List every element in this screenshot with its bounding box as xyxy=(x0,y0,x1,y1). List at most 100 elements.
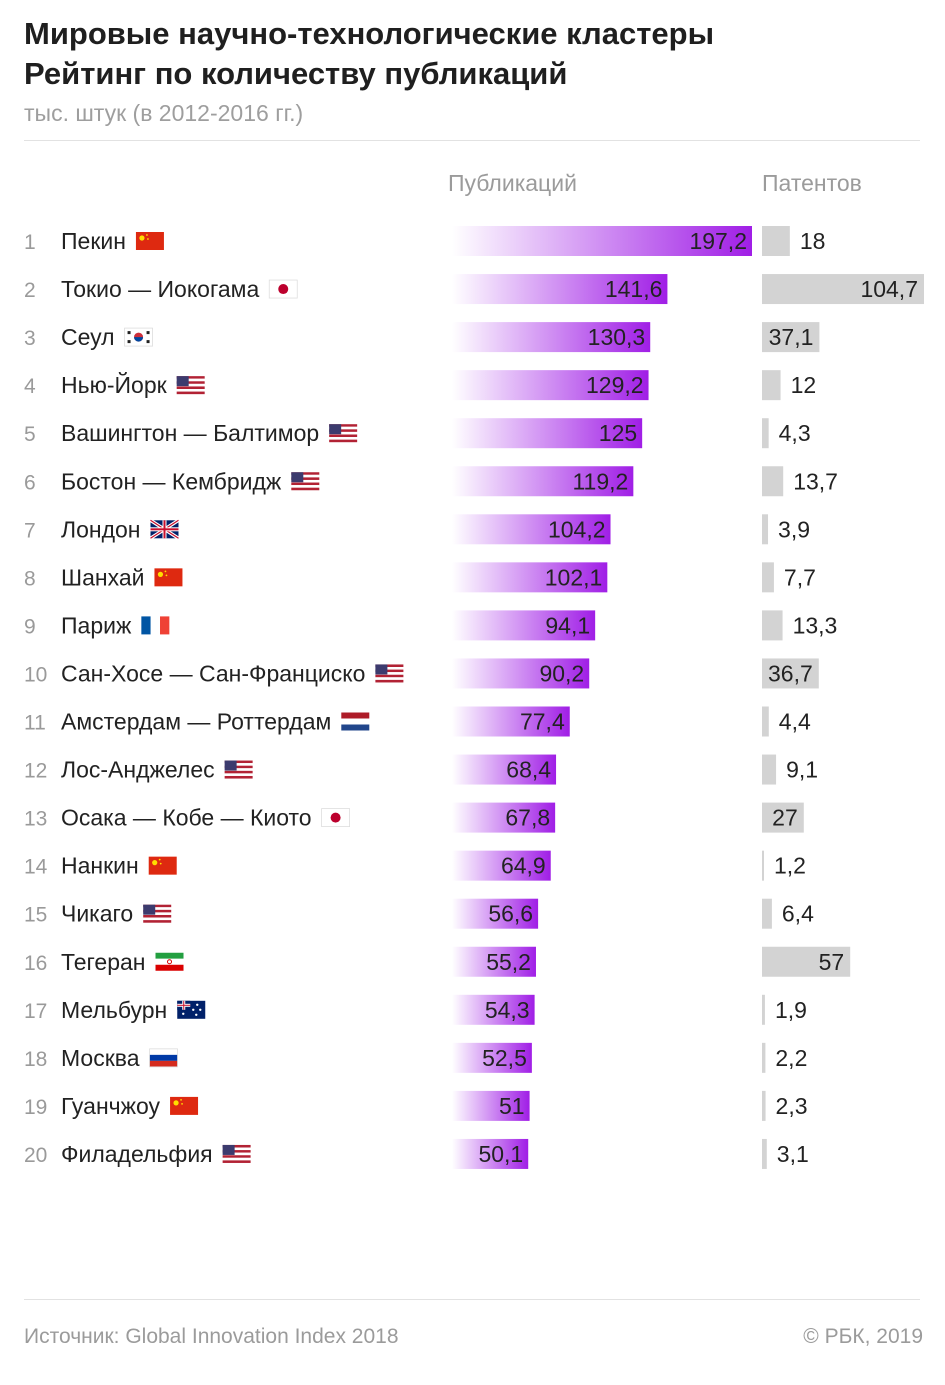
publications-value-label: 129,2 xyxy=(586,372,644,398)
flag-au-icon xyxy=(177,1000,206,1019)
chart-row: 16 Тегеран 55,2 57 xyxy=(24,946,851,977)
city-label: Нью-Йорк xyxy=(61,371,168,398)
patents-bar xyxy=(762,802,804,833)
flag-cn-icon xyxy=(170,1096,199,1115)
publications-bar xyxy=(452,994,535,1025)
flag-us-icon xyxy=(329,424,358,443)
flag-us-icon xyxy=(176,376,205,395)
chart-row: 14 Нанкин 64,9 1,2 xyxy=(24,850,806,881)
city-label: Мельбурн xyxy=(61,997,167,1023)
chart-row: 19 Гуанчжоу 51 2,3 xyxy=(24,1090,808,1121)
flag-us-icon xyxy=(291,472,320,491)
rank-label: 13 xyxy=(24,808,47,831)
city-label: Лос-Анджелес xyxy=(61,757,215,783)
source-note: Источник: Global Innovation Index 2018 xyxy=(24,1325,399,1348)
patents-bar xyxy=(762,1090,766,1121)
flag-jp-icon xyxy=(268,279,298,299)
flag-us-icon xyxy=(224,760,253,779)
chart-row: 17 Мельбурн 54,3 1,9 xyxy=(24,994,807,1025)
publications-value-label: 68,4 xyxy=(506,757,551,783)
city-label: Лондон xyxy=(61,516,141,542)
publications-bar xyxy=(452,274,668,305)
patents-value-label: 6,4 xyxy=(782,901,814,927)
chart-row: 5 Вашингтон — Балтимор 125 4,3 xyxy=(24,418,811,449)
rank-label: 19 xyxy=(24,1096,47,1119)
chart-row: 10 Сан-Хосе — Сан-Франциско 90,2 36,7 xyxy=(24,658,819,689)
patents-bar xyxy=(762,850,764,881)
patents-bar xyxy=(762,514,769,545)
chart-row: 15 Чикаго 56,6 6,4 xyxy=(24,898,814,929)
publications-bar xyxy=(452,802,556,833)
city-label: Тегеран xyxy=(61,949,146,975)
rank-label: 8 xyxy=(24,567,36,590)
publications-value-label: 197,2 xyxy=(689,228,747,254)
patents-value-label: 2,2 xyxy=(775,1045,807,1071)
patents-bar xyxy=(762,370,781,401)
publications-value-label: 56,6 xyxy=(488,901,533,927)
rank-label: 12 xyxy=(24,760,47,783)
flag-kr-icon xyxy=(124,327,153,347)
publications-bar xyxy=(452,754,557,785)
chart-row: 4 Нью-Йорк 129,2 12 xyxy=(24,370,816,401)
chart-subtitle: тыс. штук (в 2012-2016 гг.) xyxy=(24,100,304,126)
publications-bar xyxy=(452,946,536,977)
chart-row: 7 Лондон 104,2 3,9 xyxy=(24,514,810,545)
patents-bar xyxy=(762,562,774,593)
city-label: Осака — Кобе — Киото xyxy=(61,805,312,831)
rank-label: 5 xyxy=(24,423,36,446)
patents-value-label: 37,1 xyxy=(769,324,814,350)
publications-bar xyxy=(452,370,649,401)
rank-label: 2 xyxy=(24,279,36,302)
city-label: Токио — Иокогама xyxy=(61,276,259,302)
patents-value-label: 36,7 xyxy=(768,660,813,686)
patents-bar xyxy=(762,898,772,929)
publications-bar xyxy=(452,850,551,881)
publications-bar xyxy=(452,658,590,689)
patents-value-label: 4,3 xyxy=(779,420,811,446)
chart-title: Мировые научно-технологические кластеры … xyxy=(24,14,924,94)
chart-row: 6 Бостон — Кембридж 119,2 13,7 xyxy=(24,466,838,497)
title-line-1: Мировые научно-технологические кластеры xyxy=(24,16,715,51)
footer-divider xyxy=(24,1299,920,1300)
patents-bar xyxy=(762,1138,767,1169)
publications-value-label: 54,3 xyxy=(485,997,530,1023)
rank-label: 7 xyxy=(24,519,36,542)
flag-cn-icon xyxy=(154,568,183,587)
rank-label: 17 xyxy=(24,1000,47,1023)
patents-value-label: 2,3 xyxy=(776,1093,808,1119)
publications-bar xyxy=(452,418,643,449)
publications-value-label: 55,2 xyxy=(486,949,531,975)
city-label: Гуанчжоу xyxy=(61,1093,161,1119)
patents-value-label: 7,7 xyxy=(784,564,816,590)
rank-label: 9 xyxy=(24,615,36,638)
flag-ir-icon xyxy=(155,952,184,971)
patents-bar xyxy=(762,466,784,497)
city-label: Шанхай xyxy=(61,564,144,590)
rank-label: 14 xyxy=(24,856,48,879)
chart-row: 20 Филадельфия 50,1 3,1 xyxy=(24,1138,809,1169)
patents-value-label: 4,4 xyxy=(779,709,811,735)
publications-value-label: 52,5 xyxy=(482,1045,527,1071)
patents-value-label: 9,1 xyxy=(786,757,818,783)
flag-jp-icon xyxy=(321,808,350,827)
flag-us-icon xyxy=(375,664,404,683)
publications-bar xyxy=(452,1090,530,1121)
patents-value-label: 3,1 xyxy=(777,1141,809,1167)
publications-value-label: 141,6 xyxy=(605,276,663,302)
city-label: Пекин xyxy=(61,228,126,254)
chart-row: 2 Токио — Иокогама 141,6 104,7 xyxy=(24,274,924,305)
rank-label: 4 xyxy=(24,375,36,398)
publications-value-label: 90,2 xyxy=(539,660,584,686)
rank-label: 10 xyxy=(24,663,47,686)
publications-bar xyxy=(452,610,596,641)
flag-us-icon xyxy=(143,904,172,923)
city-label: Сеул xyxy=(61,324,115,350)
publications-value-label: 125 xyxy=(599,420,637,446)
chart-row: 12 Лос-Анджелес 68,4 9,1 xyxy=(24,754,818,785)
patents-bar xyxy=(762,658,819,689)
patents-value-label: 104,7 xyxy=(860,276,918,302)
patents-bar xyxy=(762,706,769,737)
rank-label: 3 xyxy=(24,327,36,350)
city-label: Амстердам — Роттердам xyxy=(61,709,331,735)
publications-bar xyxy=(452,562,608,593)
